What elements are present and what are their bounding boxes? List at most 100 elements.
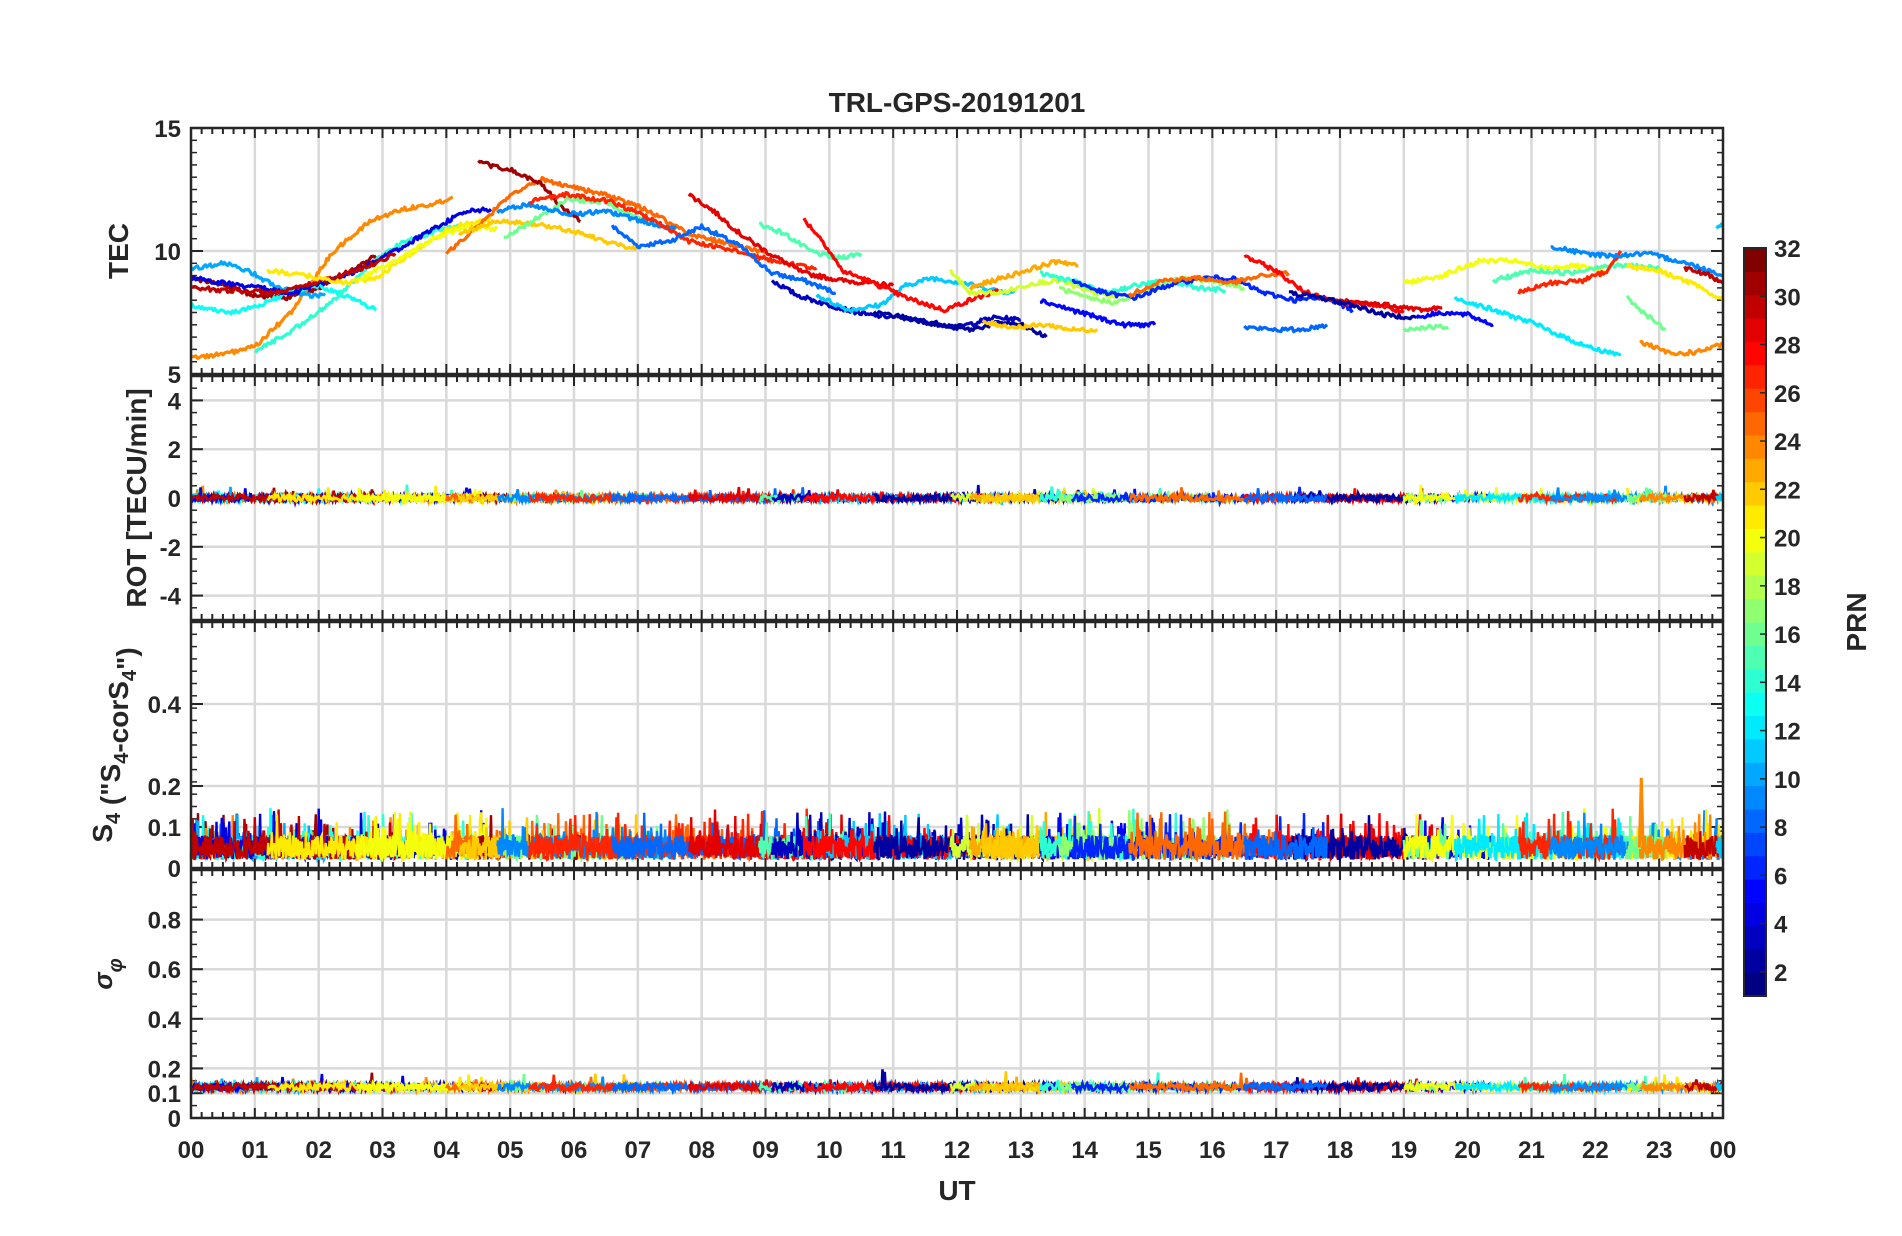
panel-s4-ytick-label: 0.2 bbox=[148, 774, 181, 801]
x-tick-label: 17 bbox=[1263, 1137, 1290, 1164]
panel-s4: 0 0.1 0.2 0.4 bbox=[148, 620, 1725, 883]
panel-rot-ytick-label: 0 bbox=[168, 486, 181, 513]
colorbar-frame bbox=[1743, 247, 1767, 997]
tec-series-prn-8 bbox=[1243, 323, 1329, 334]
colorbar-band bbox=[1744, 785, 1766, 810]
colorbar-band bbox=[1744, 902, 1766, 927]
colorbar-band bbox=[1744, 598, 1766, 623]
x-tick-label: 07 bbox=[624, 1137, 651, 1164]
colorbar-band bbox=[1744, 668, 1766, 693]
tec-series-prn-24 bbox=[190, 195, 454, 360]
colorbar-band bbox=[1744, 505, 1766, 529]
panel-s4-ytick-label: 0.1 bbox=[148, 815, 181, 842]
rot-series-prn-30 bbox=[1683, 489, 1725, 507]
tec-series-prn-10 bbox=[189, 260, 326, 299]
sigma-series-prn-8 bbox=[1243, 1078, 1329, 1095]
colorbar-tick-label: 2 bbox=[1774, 960, 1787, 987]
tec-series-prn-30 bbox=[190, 252, 397, 296]
x-tick-label: 21 bbox=[1518, 1137, 1545, 1164]
colorbar-band bbox=[1744, 248, 1766, 272]
tec-series-prn-21 bbox=[1625, 262, 1725, 302]
colorbar-band bbox=[1744, 809, 1766, 833]
x-tick-label: 05 bbox=[497, 1137, 524, 1164]
tec-series-prn-20 bbox=[1402, 257, 1609, 285]
tec-series-prn-14 bbox=[1039, 270, 1227, 295]
colorbar-band bbox=[1744, 551, 1766, 576]
tec-series-prn-27 bbox=[1517, 249, 1623, 295]
x-tick-label: 03 bbox=[369, 1137, 396, 1164]
panel-rot-ytick-label: -2 bbox=[160, 535, 181, 562]
chart-panels: 51015-4-202400.10.20.400.10.20.40.60.8TE… bbox=[87, 116, 1736, 1164]
panel-rot-ytick-label: -4 bbox=[160, 584, 182, 611]
colorbar-band bbox=[1744, 972, 1766, 997]
tec-series-prn-5 bbox=[1415, 310, 1494, 328]
tec-series-prn-8 bbox=[610, 223, 837, 295]
colorbar-band bbox=[1744, 458, 1766, 483]
tec-series-prn-19 bbox=[949, 269, 1118, 300]
tec-series-prn-16 bbox=[1402, 323, 1450, 333]
panel-tec-frame bbox=[189, 126, 1725, 376]
tec-series-prn-16 bbox=[1625, 294, 1667, 332]
colorbar-label: PRN bbox=[1841, 592, 1872, 651]
colorbar-tick-label: 30 bbox=[1774, 284, 1801, 311]
colorbar-band bbox=[1744, 949, 1766, 974]
panel-sigma-ytick-label: 0.4 bbox=[148, 1007, 182, 1034]
tec-series-prn-22 bbox=[981, 319, 1099, 334]
panel-s4-ytick-label: 0.4 bbox=[148, 692, 182, 719]
x-axis-label: UT bbox=[938, 1175, 975, 1206]
x-tick-label: 13 bbox=[1007, 1137, 1034, 1164]
panel-rot-frame bbox=[189, 374, 1725, 622]
colorbar-band bbox=[1744, 341, 1766, 366]
tec-series-prn-25 bbox=[1127, 270, 1291, 298]
colorbar-tick-label: 32 bbox=[1774, 236, 1801, 263]
x-tick-label: 04 bbox=[433, 1137, 460, 1164]
colorbar-tick-label: 24 bbox=[1774, 429, 1801, 456]
tec-series-prn-9 bbox=[496, 201, 678, 231]
x-tick-label: 08 bbox=[688, 1137, 715, 1164]
tec-series-prn-24 bbox=[1639, 339, 1724, 357]
panel-sigma: 00.10.2 0.4 0.6 0.8 bbox=[148, 868, 1725, 1133]
panel-sigma-ytick-label: 0.8 bbox=[148, 908, 181, 935]
colorbar-band bbox=[1744, 481, 1766, 506]
rot-y-axis-label: ROT [TECU/min] bbox=[121, 388, 152, 607]
x-tick-label: 09 bbox=[752, 1137, 779, 1164]
colorbar-band bbox=[1744, 575, 1766, 600]
tec-series-prn-30 bbox=[1683, 265, 1724, 285]
s4-series-prn-8 bbox=[1243, 827, 1329, 861]
s4-peak-spike bbox=[1637, 777, 1645, 852]
colorbar-band bbox=[1744, 294, 1766, 319]
tec-series-prn-5 bbox=[1039, 298, 1157, 329]
panel-rot-ytick-label: 4 bbox=[168, 388, 182, 415]
tec-series-prn-27 bbox=[528, 190, 818, 271]
colorbar-band bbox=[1744, 411, 1766, 436]
colorbar-tick-label: 10 bbox=[1774, 767, 1801, 794]
tec-series-prn-29 bbox=[687, 192, 895, 289]
colorbar-band bbox=[1744, 528, 1766, 553]
colorbar-band bbox=[1744, 271, 1766, 296]
colorbar-band bbox=[1744, 364, 1766, 389]
colorbar-band bbox=[1744, 388, 1766, 413]
rot-series-prn-16 bbox=[1402, 489, 1450, 507]
panel-tec-ytick-label: 15 bbox=[154, 116, 181, 143]
panel-sigma-ytick-label: 0.2 bbox=[148, 1056, 181, 1083]
rot-series-prn-20 bbox=[355, 487, 499, 507]
tec-series-prn-31 bbox=[477, 159, 582, 223]
tec-series-prn-23 bbox=[968, 258, 1079, 291]
colorbar-band bbox=[1744, 762, 1766, 787]
x-tick-label: 19 bbox=[1390, 1137, 1417, 1164]
colorbar-band bbox=[1744, 832, 1766, 857]
sigma-y-axis-label: σφ bbox=[88, 958, 127, 989]
x-tick-label: 11 bbox=[880, 1137, 905, 1164]
x-tick-label: 00 bbox=[178, 1137, 205, 1164]
x-tick-label: 00 bbox=[1710, 1137, 1737, 1164]
tec-series-prn-28 bbox=[802, 217, 1003, 314]
colorbar-band bbox=[1744, 925, 1766, 950]
colorbar-tick-label: 6 bbox=[1774, 863, 1787, 890]
x-tick-label: 23 bbox=[1646, 1137, 1673, 1164]
panel-s4-frame bbox=[189, 620, 1725, 870]
tec-y-axis-label: TEC bbox=[103, 223, 134, 279]
colorbar-tick-label: 8 bbox=[1774, 815, 1787, 842]
colorbar-band bbox=[1744, 738, 1766, 763]
